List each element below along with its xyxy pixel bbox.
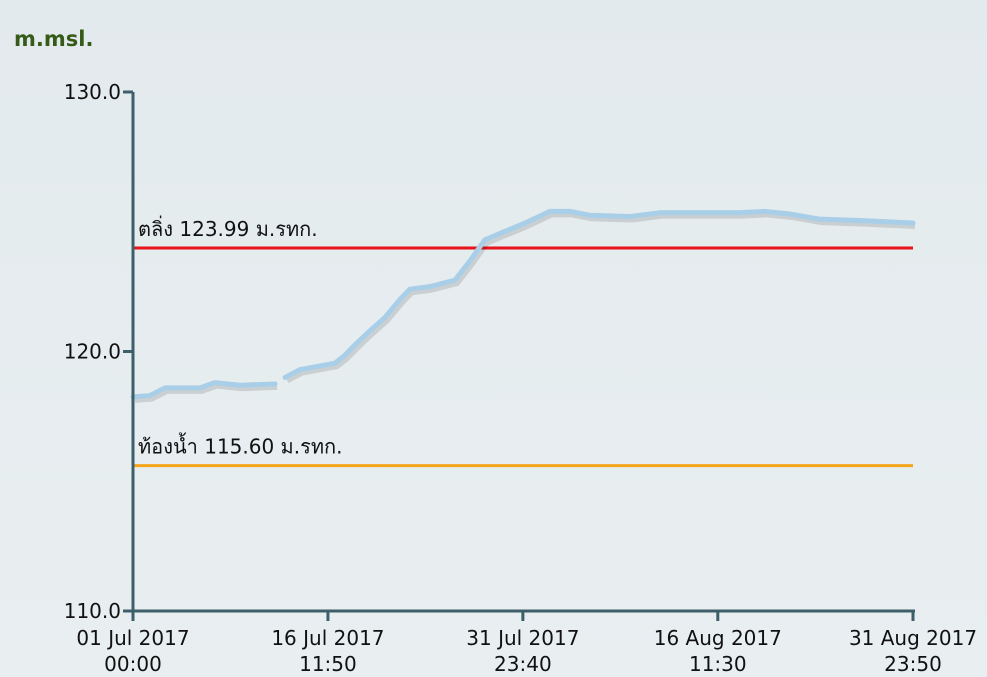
y-tick-label: 130.0 (64, 80, 121, 104)
y-tick-label: 110.0 (64, 599, 121, 623)
x-tick-date: 31 Jul 2017 (466, 626, 579, 650)
x-tick-time: 00:00 (104, 652, 162, 676)
reference-label: ท้องน้ำ 115.60 ม.รทก. (138, 433, 343, 459)
x-tick-time: 11:30 (689, 652, 747, 676)
x-tick-time: 23:40 (494, 652, 552, 676)
series-shadow (134, 211, 916, 403)
x-tick-label: 01 Jul 2017 00:00 (76, 626, 189, 676)
y-tick-label: 120.0 (64, 340, 121, 364)
y-axis-label: m.msl. (14, 27, 93, 51)
x-tick-label: 31 Aug 2017 23:50 (849, 626, 977, 676)
x-tick-label: 16 Aug 2017 11:30 (654, 626, 782, 676)
x-tick-time: 23:50 (884, 652, 942, 676)
x-tick-label: 31 Jul 2017 23:40 (466, 626, 579, 676)
x-tick-date: 01 Jul 2017 (76, 626, 189, 650)
x-tick-date: 16 Aug 2017 (654, 626, 782, 650)
x-tick-date: 31 Aug 2017 (849, 626, 977, 650)
series-line (130, 208, 916, 400)
x-tick-label: 16 Jul 2017 11:50 (271, 626, 384, 676)
reference-label: ตลิ่ง 123.99 ม.รทก. (138, 215, 318, 241)
x-tick-time: 11:50 (299, 652, 357, 676)
x-tick-date: 16 Jul 2017 (271, 626, 384, 650)
